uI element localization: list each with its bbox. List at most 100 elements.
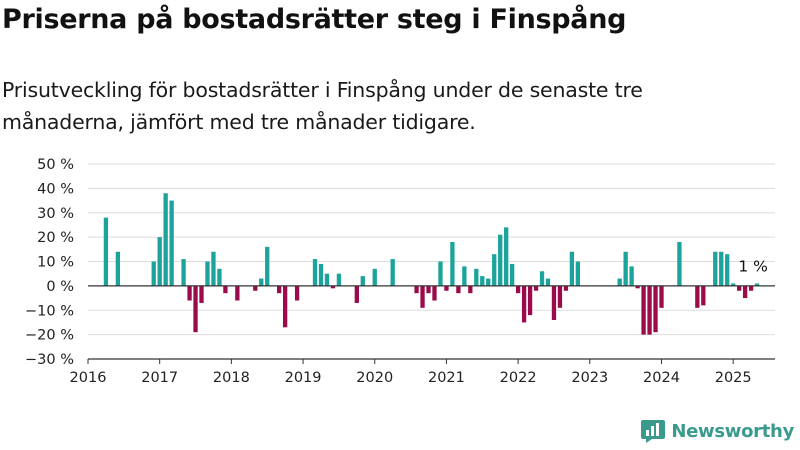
bar [492, 254, 497, 286]
bar [474, 268, 479, 286]
y-tick-label: −10 % [25, 303, 74, 319]
bar [748, 285, 754, 291]
bar [486, 278, 491, 286]
bar [468, 285, 473, 294]
bar [277, 285, 282, 294]
bar [193, 285, 198, 333]
bar [157, 237, 162, 286]
bar [438, 261, 443, 286]
bar [312, 259, 318, 286]
bar [701, 285, 706, 306]
bar [372, 268, 377, 286]
bar [265, 246, 270, 286]
bar [318, 263, 324, 286]
bar [515, 285, 521, 294]
bar [211, 251, 216, 286]
x-tick-label: 2025 [715, 370, 752, 386]
bar [719, 251, 724, 286]
y-tick-label: −20 % [25, 328, 74, 344]
bar [235, 285, 240, 301]
bar [390, 259, 395, 286]
bar [217, 268, 222, 286]
bar [629, 266, 634, 286]
bar [420, 285, 425, 308]
y-tick-label: 20 % [37, 230, 74, 246]
bar [330, 285, 336, 289]
bar [509, 263, 515, 286]
y-tick-label: −30 % [25, 352, 74, 368]
bar [725, 254, 730, 286]
bar [223, 285, 228, 294]
bar [456, 285, 461, 294]
y-tick-label: 0 % [46, 279, 74, 295]
bar [450, 242, 455, 286]
bar [324, 273, 330, 286]
x-tick-label: 2023 [571, 370, 608, 386]
bar-chart: 50 % 40 % 30 % 20 % 10 % 0 % −10 % −20 % −30 % 20… [25, 157, 775, 386]
bar [151, 261, 156, 286]
bar [527, 285, 533, 316]
bar [432, 285, 437, 301]
bar [659, 285, 664, 308]
bar [103, 217, 109, 286]
bar [253, 285, 258, 291]
x-tick-label: 2019 [285, 370, 322, 386]
y-tick-label: 40 % [37, 181, 74, 197]
bar [617, 278, 622, 286]
bar [259, 278, 264, 286]
y-tick-label: 10 % [37, 255, 74, 271]
bar [677, 242, 682, 286]
y-tick-label: 50 % [37, 157, 74, 173]
chart-subtitle: Prisutveckling för bostadsrätter i Finsp… [2, 78, 643, 134]
x-tick-label: 2021 [428, 370, 465, 386]
bar [695, 285, 700, 308]
bar [354, 285, 359, 303]
x-tick-label: 2024 [643, 370, 680, 386]
bar [557, 285, 563, 308]
bar [282, 285, 288, 328]
brand-logo: Newsworthy [640, 418, 794, 444]
bar [336, 273, 342, 286]
bar [181, 259, 186, 286]
bar [545, 278, 551, 286]
bar [737, 285, 742, 291]
bar [444, 285, 449, 291]
bar [294, 285, 300, 301]
x-tick-label: 2022 [500, 370, 537, 386]
bar [713, 251, 718, 286]
bar [462, 266, 467, 286]
bar [647, 285, 652, 335]
bar [731, 283, 736, 286]
bar [742, 285, 748, 299]
bar [205, 261, 210, 286]
annotation-label: 1 % [738, 257, 768, 275]
x-tick-label: 2020 [356, 370, 393, 386]
bar [169, 200, 174, 286]
bar [635, 285, 640, 289]
bar [521, 285, 527, 323]
bar [533, 285, 539, 291]
bar [414, 285, 419, 294]
bar [539, 271, 545, 286]
bar [563, 285, 569, 291]
x-tick-label: 2016 [70, 370, 107, 386]
bar [623, 251, 628, 286]
bar [163, 193, 168, 286]
bar [498, 234, 503, 286]
bar [480, 276, 485, 286]
bar [115, 251, 121, 286]
bar [569, 251, 575, 286]
x-tick-label: 2018 [213, 370, 250, 386]
bar [199, 285, 204, 303]
brand-name: Newsworthy [671, 420, 794, 442]
newsworthy-logo-icon [641, 420, 666, 443]
x-tick-label: 2017 [141, 370, 178, 386]
bar [504, 227, 509, 286]
bar [187, 285, 192, 301]
bar [360, 276, 365, 286]
bar [551, 285, 557, 320]
bar [754, 283, 760, 286]
y-tick-label: 30 % [37, 206, 74, 222]
chart-title: Priserna på bostadsrätter steg i Finspån… [2, 4, 627, 35]
bar [575, 261, 581, 286]
